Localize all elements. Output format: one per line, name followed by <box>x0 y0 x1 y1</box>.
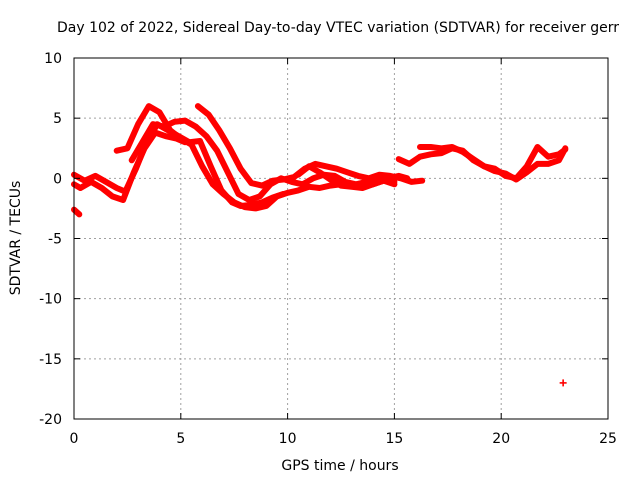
isolated-data-point <box>559 379 567 387</box>
series-trace-9 <box>71 206 83 218</box>
y-tick-label: -15 <box>39 352 62 368</box>
series-trace-6 <box>295 163 398 191</box>
y-tick-label: 10 <box>44 51 62 67</box>
x-tick-label: 5 <box>176 431 185 447</box>
x-axis-label: GPS time / hours <box>281 458 398 474</box>
x-tick-label: 10 <box>279 431 297 447</box>
x-tick-labels: 0 5 10 15 20 25 <box>70 431 617 447</box>
x-tick-label: 20 <box>492 431 510 447</box>
x-tick-label: 15 <box>385 431 403 447</box>
y-tick-label: -5 <box>48 232 62 248</box>
y-tick-label: 0 <box>53 171 62 187</box>
y-tick-label: -10 <box>39 292 62 308</box>
x-tick-label: 0 <box>70 431 79 447</box>
points-layer <box>559 379 567 387</box>
y-axis-label: SDTVAR / TECUs <box>8 181 24 296</box>
x-tick-label: 25 <box>599 431 617 447</box>
ticks-layer <box>73 57 609 420</box>
series-layer <box>71 103 569 218</box>
y-tick-label: -20 <box>39 412 62 428</box>
y-tick-label: 5 <box>53 111 62 127</box>
chart-title: Day 102 of 2022, Sidereal Day-to-day VTE… <box>57 20 619 36</box>
y-tick-labels: -20 -15 -10 -5 0 5 10 <box>39 51 62 428</box>
series-trace-8 <box>417 144 569 183</box>
